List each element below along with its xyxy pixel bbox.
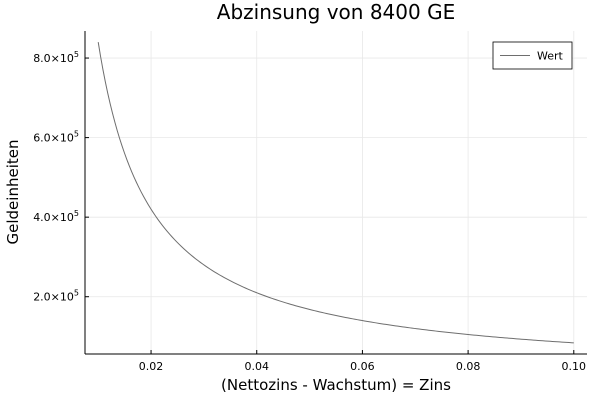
x-tick-label-4: 0.10: [562, 360, 587, 373]
y-ticks: 2.0×105 4.0×105 6.0×105 8.0×105: [33, 50, 89, 304]
series-line-0: [97, 42, 574, 344]
y-tick-label-0: 2.0×105: [33, 289, 79, 304]
grid: [85, 31, 587, 354]
y-tick-label-1: 4.0×105: [33, 209, 79, 224]
y-tick-label-2: 6.0×105: [33, 130, 79, 145]
plot-area: [97, 42, 574, 344]
x-ticks: 0.02 0.04 0.06 0.08 0.10: [139, 350, 586, 373]
x-axis-label: (Nettozins - Wachstum) = Zins: [221, 376, 451, 394]
y-tick-label-3: 8.0×105: [33, 50, 79, 65]
x-tick-label-0: 0.02: [139, 360, 164, 373]
chart-title: Abzinsung von 8400 GE: [217, 0, 455, 24]
axes: [84, 31, 587, 355]
legend: Wert: [492, 41, 573, 70]
x-tick-label-1: 0.04: [244, 360, 269, 373]
legend-label-0: Wert: [537, 50, 564, 63]
y-axis-label: Geldeinheiten: [4, 140, 22, 245]
x-tick-label-2: 0.06: [350, 360, 375, 373]
x-tick-label-3: 0.08: [456, 360, 481, 373]
